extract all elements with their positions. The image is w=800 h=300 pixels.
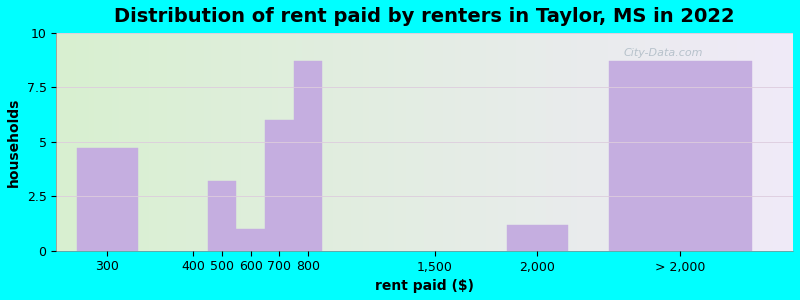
X-axis label: rent paid ($): rent paid ($) xyxy=(375,279,474,293)
Bar xyxy=(294,61,322,251)
Bar xyxy=(208,181,236,251)
Bar xyxy=(506,225,568,251)
Bar xyxy=(236,229,265,251)
Bar xyxy=(77,148,138,251)
Y-axis label: households: households xyxy=(7,97,21,187)
Title: Distribution of rent paid by renters in Taylor, MS in 2022: Distribution of rent paid by renters in … xyxy=(114,7,735,26)
Bar xyxy=(265,120,294,251)
Text: City-Data.com: City-Data.com xyxy=(623,48,703,58)
Bar xyxy=(609,61,752,251)
